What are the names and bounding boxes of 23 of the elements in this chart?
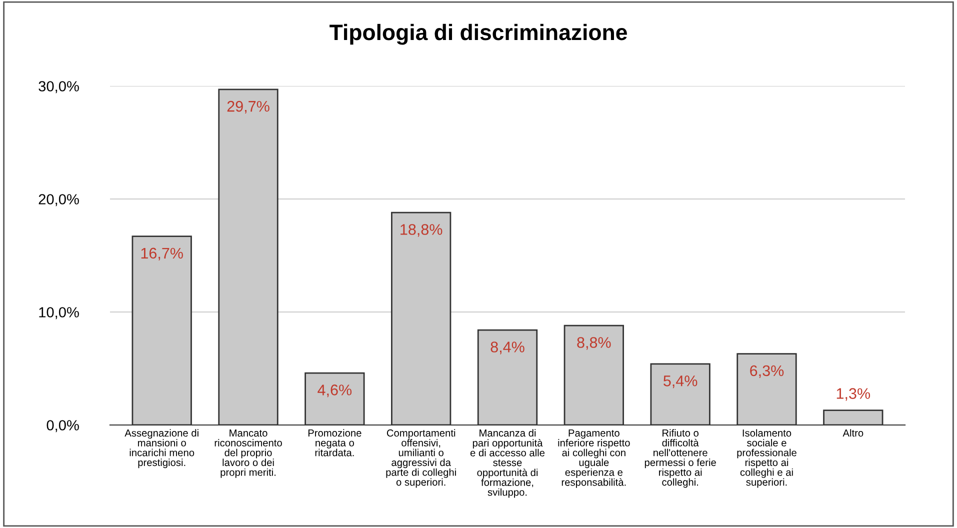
data-label: 8,8%	[577, 337, 611, 350]
data-label: 8,4%	[490, 342, 524, 354]
x-tick-label: Mancato riconoscimento del proprio lavoro o dei propri meriti.	[214, 430, 282, 478]
x-tick-label: Isolamento sociale e professionale rispetto ai colleghi e ai superiori.	[737, 429, 796, 488]
y-tick-label: 10,0%	[39, 307, 79, 320]
x-tick-label: Rifiuto o difficoltà nell'ottenere permessi o ferie rispetto ai colleghi.	[644, 429, 716, 488]
data-label: 29,7%	[227, 100, 270, 114]
x-tick-label: Comportamenti offensivi, umilianti o aggressivi da parte di colleghi o superiori.	[386, 429, 456, 488]
y-tick-label: 30,0%	[38, 81, 79, 94]
data-label: 18,8%	[400, 224, 442, 237]
data-label: 6,3%	[750, 365, 784, 378]
data-label: 4,6%	[318, 384, 352, 398]
y-tick-label: 20,0%	[38, 194, 79, 206]
data-label: 5,4%	[664, 376, 698, 388]
data-label: 16,7%	[141, 248, 183, 260]
chart-title: Tipologia di discriminazione	[330, 24, 627, 45]
x-tick-label: Promozione negata o ritardata.	[308, 429, 362, 456]
x-tick-label: Mancanza di pari opportunità e di accesso alle stesse opportunità di formazione, sviluppo.	[470, 429, 545, 498]
y-tick-label: 0,0%	[46, 420, 79, 432]
x-tick-label: Assegnazione di mansioni o incarichi meno prestigiosi.	[124, 429, 198, 468]
data-label: 1,3%	[836, 388, 870, 401]
x-tick-label: Pagamento inferiore rispetto ai colleghi con uguale esperienza e responsabilità.	[558, 430, 630, 488]
x-tick-label: Altro	[842, 429, 864, 437]
